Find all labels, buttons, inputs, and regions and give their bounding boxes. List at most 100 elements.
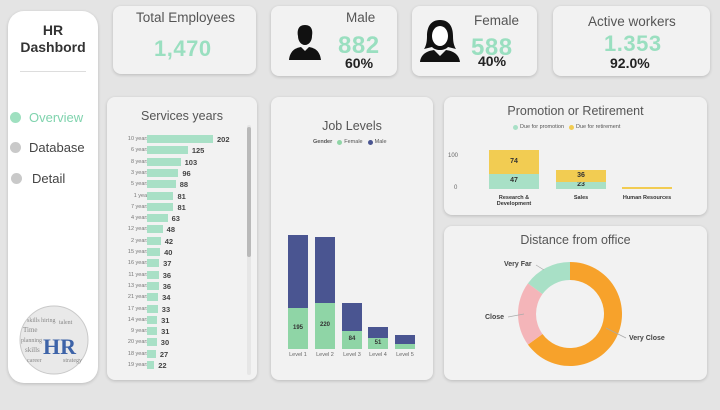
bar-value-label: 34	[162, 293, 171, 303]
bar	[147, 327, 158, 336]
kpi-percent: 92.0%	[610, 55, 650, 71]
bar-category-label: 17 years	[127, 305, 149, 312]
bar-row: 17 years 33	[107, 304, 247, 315]
kpi-value: 588	[471, 34, 513, 61]
bar-promotion	[489, 173, 539, 189]
male-avatar-icon	[289, 25, 321, 60]
legend-female: Female	[344, 139, 363, 145]
leader-close	[507, 313, 525, 318]
svg-text:talent: talent	[59, 320, 73, 326]
leader-very-far	[535, 264, 545, 271]
kpi-label: Active workers	[588, 14, 676, 29]
nav-item-database[interactable]: Database	[10, 140, 85, 155]
title-line-2: Dashbord	[20, 39, 86, 55]
bar-promotion	[556, 181, 606, 189]
bar-value-label: 36	[162, 281, 172, 291]
bar-category-label: 21 years	[127, 294, 149, 301]
bar-value-label: 33	[161, 304, 171, 314]
bar-value-label: 96	[182, 168, 191, 178]
bar-male	[395, 334, 415, 345]
nav-label: Overview	[29, 110, 84, 125]
bar-value-label: 202	[217, 135, 230, 144]
kpi-female: Female 588 40%	[412, 6, 537, 76]
x-tick-label: Sales	[573, 195, 589, 201]
bar-row: 7 years 81	[107, 202, 247, 213]
bar-value-label: 47	[510, 177, 518, 185]
bar-row: 20 years 30	[107, 338, 247, 348]
legend-retirement: Due for retirement	[576, 124, 621, 130]
distance-from-office-chart: Distance from office Very Close Close Ve…	[444, 226, 707, 380]
x-tick-label: Human Resources	[622, 195, 672, 201]
bar	[147, 315, 158, 324]
bar-category-label: 2 years	[130, 237, 149, 244]
bar	[147, 180, 176, 189]
x-tick-label: Level 5	[396, 352, 414, 358]
nav-label: Detail	[32, 171, 66, 186]
nav-item-detail[interactable]: Detail	[11, 171, 65, 186]
dashboard-title: HR Dashbord	[8, 22, 98, 56]
legend-swatch-retirement	[569, 124, 575, 130]
svg-text:career: career	[27, 358, 42, 364]
bar-row: 5 years 88	[107, 180, 247, 190]
hr-wordcloud-logo: skills hiring Time planning skills caree…	[19, 305, 89, 375]
bar-value-label: 220	[319, 321, 330, 328]
bar-category-label: 8 years	[130, 158, 149, 165]
x-tick-label: Research & Development	[496, 195, 532, 207]
bar	[147, 349, 156, 358]
bar-female	[342, 331, 362, 349]
bar-category-label: 1 year	[133, 192, 149, 199]
donut-leader-lines	[507, 264, 627, 339]
kpi-label: Total Employees	[136, 10, 236, 25]
x-tick-label: Level 2	[316, 352, 334, 358]
bar-value-label: 40	[164, 248, 173, 257]
bar-female	[368, 338, 388, 349]
nav-dot-icon	[10, 142, 21, 153]
bar-category-label: 6 years	[130, 147, 149, 154]
svg-text:Time: Time	[23, 326, 38, 334]
bar-retirement	[556, 170, 606, 182]
scrollbar[interactable]	[247, 125, 251, 375]
nav-item-overview[interactable]: Overview	[10, 110, 83, 125]
bar-category-label: 20 years	[127, 339, 149, 346]
bar-value-label: 48	[166, 225, 176, 235]
legend-male: Male	[374, 139, 387, 145]
bar-value-label: 37	[163, 259, 172, 269]
x-tick-label: Level 1	[289, 352, 307, 358]
svg-text:HR: HR	[43, 334, 77, 359]
bar-female	[395, 344, 415, 349]
nav-dot-icon	[10, 112, 21, 123]
bar-row: 2 years 42	[107, 236, 247, 247]
kpi-percent: 40%	[478, 53, 507, 69]
kpi-label: Male	[346, 10, 376, 25]
bar-row: 9 years 31	[107, 327, 247, 337]
bar-value-label: 81	[177, 202, 186, 212]
chart-title: Distance from office	[520, 233, 631, 247]
bar-retirement	[622, 187, 672, 189]
bar	[147, 304, 158, 313]
bar	[147, 157, 181, 166]
services-years-chart: Services years 10 years 202 6 years 125 8 ye…	[107, 97, 257, 380]
bar	[147, 191, 174, 200]
x-tick-label: Level 3	[343, 352, 361, 358]
bar-category-label: 12 years	[127, 226, 149, 233]
bar-value-label: 42	[164, 236, 174, 246]
donut-slice-very-far	[527, 262, 570, 295]
bar	[147, 293, 159, 302]
sidebar-divider	[20, 71, 86, 72]
legend-swatch-male	[367, 139, 373, 145]
bar-category-label: 18 years	[127, 350, 149, 357]
label-very-far: Very Far	[504, 261, 532, 268]
bar-value-label: 31	[161, 315, 170, 325]
y-tick: 100	[448, 153, 459, 159]
donut-plot	[518, 262, 622, 366]
bar	[147, 135, 213, 143]
svg-text:planning: planning	[21, 338, 42, 344]
bar	[147, 236, 161, 245]
job-levels-chart: Job Levels Gender Female Male 195 Level 1…	[271, 97, 433, 380]
bar-male	[342, 303, 362, 332]
bar-value-label: 31	[161, 327, 170, 337]
svg-text:skills hiring: skills hiring	[27, 318, 56, 324]
scrollbar-thumb[interactable]	[247, 127, 251, 257]
bar-value-label: 195	[292, 324, 303, 331]
bar	[147, 281, 159, 290]
